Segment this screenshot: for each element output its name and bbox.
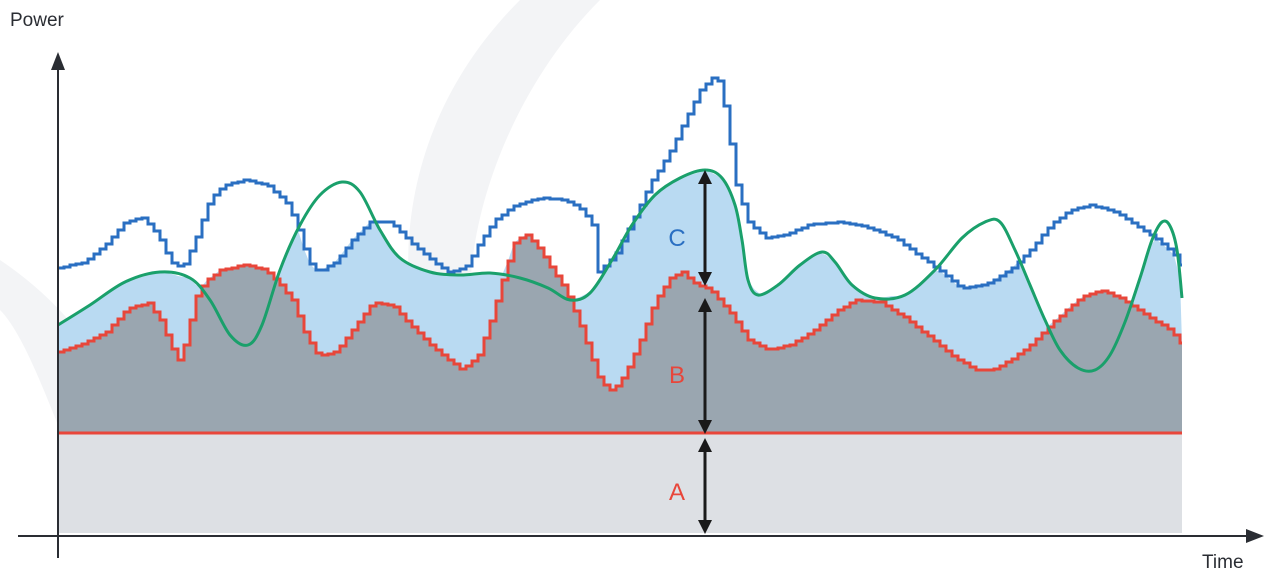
arrow-a xyxy=(698,438,712,534)
fill-base-light-gray xyxy=(58,433,1182,533)
x-axis-title: Time xyxy=(1202,552,1244,572)
red-step-line xyxy=(58,233,1182,392)
arrow-b xyxy=(698,298,712,434)
x-axis xyxy=(18,529,1264,543)
green-smooth-line xyxy=(57,168,1184,373)
segment-label-b: B xyxy=(669,362,685,389)
y-axis xyxy=(51,52,65,558)
fill-upper-light-blue xyxy=(58,170,1182,390)
arrow-c xyxy=(698,170,712,286)
blue-step-line xyxy=(58,76,1182,290)
fill-middle-slate xyxy=(58,235,1182,433)
y-axis-title: Power xyxy=(10,10,65,31)
segment-label-c: C xyxy=(668,225,685,252)
y-axis-arrowhead xyxy=(51,52,65,70)
x-axis-arrowhead xyxy=(1246,529,1264,543)
segment-label-a: A xyxy=(669,479,685,506)
